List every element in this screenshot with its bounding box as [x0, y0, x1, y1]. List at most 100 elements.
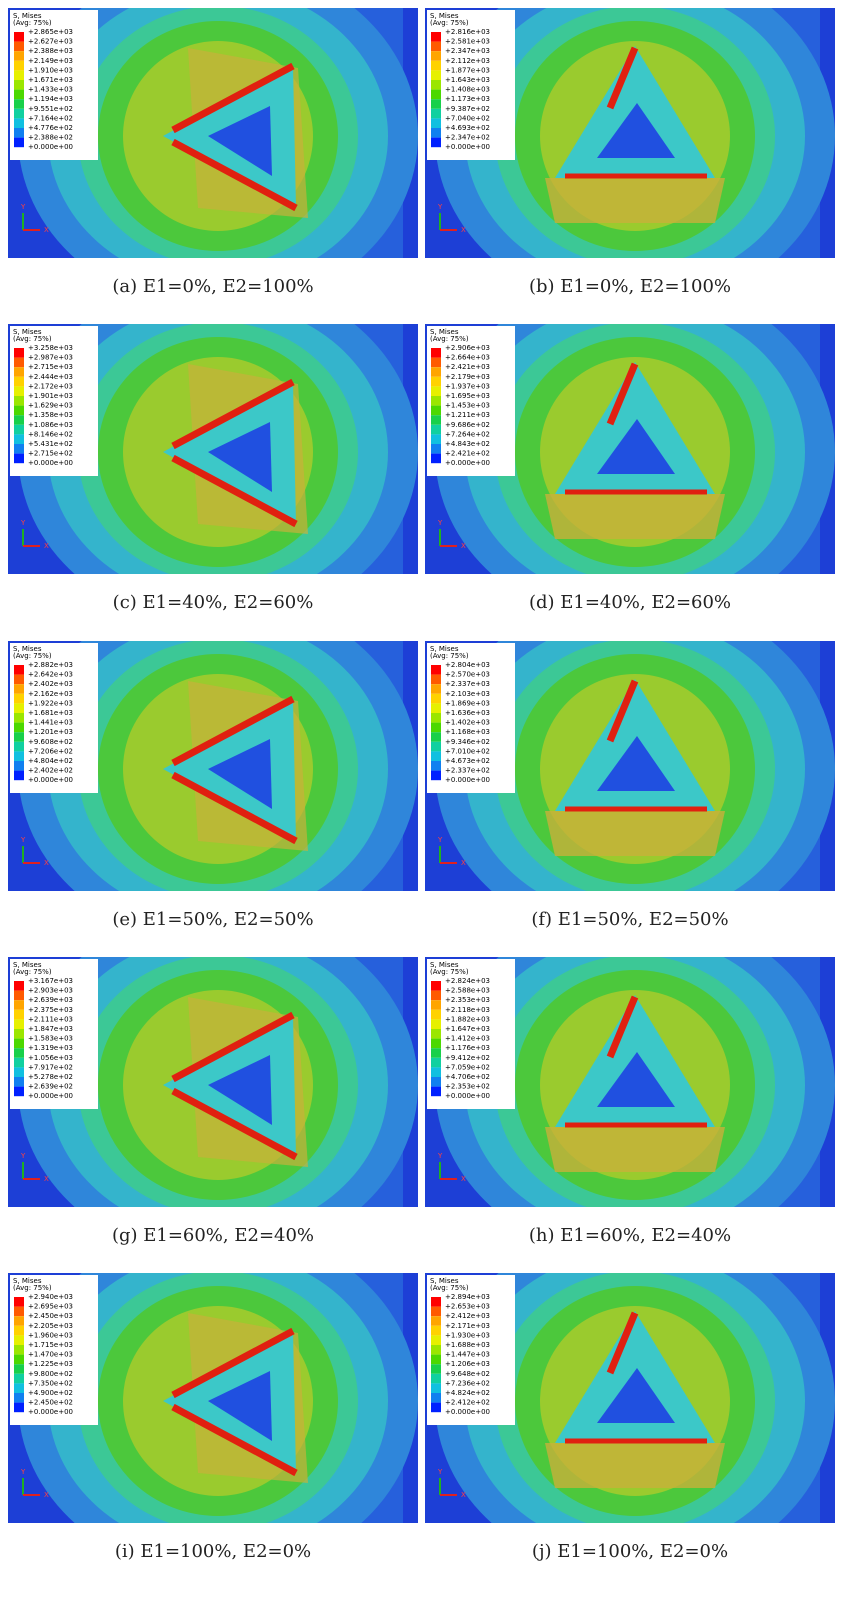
legend-swatch: [431, 741, 441, 751]
legend-value: +2.715e+03: [28, 363, 73, 371]
legend-swatch: [431, 731, 441, 742]
legend-swatch: [14, 108, 24, 119]
legend-box: [427, 958, 515, 1109]
legend-swatch: [431, 444, 441, 454]
legend-title: S, Mises: [13, 328, 42, 336]
legend-value: +5.278e+02: [28, 1073, 73, 1081]
legend-value: +1.211e+03: [445, 411, 490, 419]
legend-subtitle: (Avg: 75%): [430, 968, 469, 976]
legend-value: +1.629e+03: [28, 402, 73, 410]
legend-swatch: [431, 357, 441, 368]
legend-value: +1.695e+03: [445, 392, 490, 400]
legend-value: +2.103e+03: [445, 689, 490, 697]
legend-swatch: [431, 377, 441, 387]
legend-swatch: [431, 683, 441, 694]
legend-value: +2.353e+03: [445, 996, 490, 1004]
legend-value: +0.000e+00: [445, 1092, 490, 1100]
legend-value: +0.000e+00: [28, 1092, 73, 1100]
axis-label: Y: [437, 1152, 443, 1160]
legend-swatch: [14, 664, 24, 675]
legend-title: S, Mises: [13, 12, 42, 20]
legend-swatch: [431, 1335, 441, 1346]
hotspot: [545, 178, 725, 223]
legend-value: +1.176e+03: [445, 1044, 490, 1052]
legend-value: +2.337e+03: [445, 680, 490, 688]
legend-swatch: [431, 1000, 441, 1010]
legend-swatch: [14, 1393, 24, 1403]
legend-value: +9.686e+02: [445, 421, 490, 429]
legend-value: +9.551e+02: [28, 105, 73, 113]
legend-swatch: [14, 683, 24, 694]
triangle-core: [597, 1368, 675, 1424]
legend-value: +1.960e+03: [28, 1332, 73, 1340]
legend-value: +1.086e+03: [28, 421, 73, 429]
stress-edge: [171, 138, 298, 212]
legend-swatch: [431, 128, 441, 138]
stress-edge: [171, 771, 298, 844]
legend-swatch: [431, 1393, 441, 1403]
legend-value: +2.421e+02: [445, 450, 490, 458]
legend-value: +1.206e+03: [445, 1360, 490, 1368]
legend-value: +7.917e+02: [28, 1063, 73, 1071]
legend-swatch: [14, 60, 24, 71]
axis-label: Y: [437, 836, 443, 844]
stress-edge: [171, 1087, 298, 1160]
legend-swatch: [14, 386, 24, 397]
caption: (g) E1=60%, E2=40%: [111, 1224, 315, 1246]
legend-swatch: [431, 1057, 441, 1068]
axis-label: Y: [20, 836, 26, 844]
stress-edge: [606, 362, 639, 426]
legend-box: [427, 642, 515, 793]
legend-value: +9.412e+02: [445, 1054, 490, 1062]
triangle-core: [208, 1371, 272, 1442]
legend-value: +1.433e+03: [28, 86, 73, 94]
legend-value: +1.056e+03: [28, 1054, 73, 1062]
legend-value: +2.402e+02: [28, 766, 73, 774]
contour-plot: S, Mises(Avg: 75%)+2.816e+03+2.581e+03+2…: [425, 8, 835, 258]
legend-value: +1.201e+03: [28, 728, 73, 736]
legend-value: +4.804e+02: [28, 757, 73, 765]
legend-title: S, Mises: [13, 645, 42, 653]
legend-swatch: [431, 1325, 441, 1336]
legend-swatch: [14, 1019, 24, 1029]
legend-value: +2.205e+03: [28, 1322, 73, 1330]
legend-value: +1.168e+03: [445, 728, 490, 736]
legend-swatch: [431, 1076, 441, 1087]
legend-swatch: [14, 357, 24, 368]
stress-edge: [606, 1311, 639, 1375]
legend-swatch: [431, 1373, 441, 1384]
legend-swatch: [14, 741, 24, 751]
stress-edge: [171, 62, 295, 134]
legend-value: +2.347e+02: [445, 134, 490, 142]
caption: (j) E1=100%, E2=0%: [531, 1541, 729, 1563]
caption: (i) E1=100%, E2=0%: [114, 1541, 312, 1563]
legend-swatch: [431, 1364, 441, 1374]
axis-label: X: [461, 1491, 466, 1499]
legend-swatch: [14, 712, 24, 723]
legend-swatch: [431, 60, 441, 71]
triangle-core: [597, 103, 675, 158]
legend-title: S, Mises: [430, 645, 459, 653]
legend-swatch: [14, 70, 24, 80]
legend-swatch: [431, 425, 441, 435]
legend-swatch: [431, 1019, 441, 1029]
legend-swatch: [431, 664, 441, 675]
legend-value: +2.804e+03: [445, 661, 490, 669]
legend-value: +2.111e+03: [28, 1015, 73, 1023]
legend-value: +0.000e+00: [28, 1408, 73, 1416]
legend-swatch: [14, 1038, 24, 1049]
legend-value: +1.910e+03: [28, 66, 73, 74]
legend-value: +2.162e+03: [28, 689, 73, 697]
legend-swatch: [14, 980, 24, 991]
legend-value: +2.570e+03: [445, 670, 490, 678]
contour-plot: S, Mises(Avg: 75%)+2.804e+03+2.570e+03 +2…: [425, 640, 835, 891]
legend-value: +0.000e+00: [445, 1408, 490, 1416]
legend-value: +1.688e+03: [445, 1341, 490, 1349]
legend-swatch: [431, 405, 441, 416]
legend-swatch: [431, 434, 441, 445]
legend-swatch: [14, 367, 24, 378]
legend-subtitle: (Avg: 75%): [430, 335, 469, 343]
legend-value: +2.412e+03: [445, 1312, 490, 1320]
stress-edge: [606, 46, 639, 110]
